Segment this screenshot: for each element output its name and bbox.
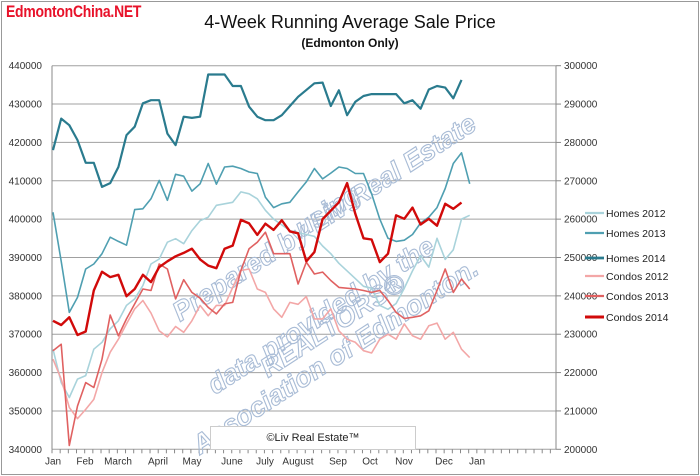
legend-label: Condos 2014 xyxy=(606,312,669,324)
x-tick-label: Sep xyxy=(329,456,347,467)
series-line-condos-2013 xyxy=(52,231,471,447)
x-tick-label: Jan xyxy=(469,456,485,467)
x-tick-label: Feb xyxy=(76,456,94,467)
legend-label: Condos 2012 xyxy=(606,271,669,283)
x-tick-label: Oct xyxy=(362,456,378,467)
series-line-condos-2012 xyxy=(52,268,471,420)
y-left-tick-label: 410000 xyxy=(9,176,43,187)
y-left-tick-label: 430000 xyxy=(9,100,43,111)
x-tick-label: July xyxy=(256,456,274,467)
series-line-homes-2014 xyxy=(51,73,463,188)
copyright-box: ©Liv Real Estate™ xyxy=(210,426,416,450)
x-tick-label: June xyxy=(221,456,243,467)
y-right-tick-label: 260000 xyxy=(564,215,598,226)
y-right-tick-label: 270000 xyxy=(564,176,598,187)
chart-subtitle: (Edmonton Only) xyxy=(301,36,399,50)
legend-label: Condos 2013 xyxy=(606,291,669,303)
y-right-tick-label: 300000 xyxy=(564,61,598,72)
chart-title: 4-Week Running Average Sale Price xyxy=(204,12,496,32)
y-left-tick-label: 390000 xyxy=(9,253,43,264)
y-left-tick-label: 370000 xyxy=(9,330,43,341)
y-right-tick-label: 250000 xyxy=(564,253,598,264)
series-line-homes-2012 xyxy=(52,191,471,399)
legend-label: Homes 2012 xyxy=(606,208,666,220)
y-right-tick-label: 210000 xyxy=(564,406,598,417)
y-left-tick-label: 440000 xyxy=(9,61,43,72)
x-tick-label: May xyxy=(183,456,202,467)
y-right-tick-label: 240000 xyxy=(564,291,598,302)
x-tick-label: March xyxy=(104,456,132,467)
y-left-tick-label: 350000 xyxy=(9,406,43,417)
y-right-tick-label: 280000 xyxy=(564,138,598,149)
y-left-tick-label: 340000 xyxy=(9,445,43,456)
logo: EdmontonChina.NET xyxy=(6,2,142,21)
x-tick-label: August xyxy=(282,456,313,467)
legend-label: Homes 2014 xyxy=(606,253,666,265)
series-line-homes-2013 xyxy=(52,152,471,314)
x-tick-label: Nov xyxy=(395,456,413,467)
x-tick-label: April xyxy=(148,456,168,467)
series-line-condos-2014 xyxy=(52,181,463,337)
x-tick-label: Jan xyxy=(45,456,61,467)
y-right-tick-label: 200000 xyxy=(564,445,598,456)
y-right-tick-label: 220000 xyxy=(564,368,598,379)
y-left-tick-label: 400000 xyxy=(9,215,43,226)
legend-label: Homes 2013 xyxy=(606,228,666,240)
y-left-tick-label: 380000 xyxy=(9,291,43,302)
y-right-tick-label: 230000 xyxy=(564,330,598,341)
y-right-tick-label: 290000 xyxy=(564,100,598,111)
y-left-tick-label: 420000 xyxy=(9,138,43,149)
x-tick-label: Dec xyxy=(435,456,453,467)
y-left-tick-label: 360000 xyxy=(9,368,43,379)
